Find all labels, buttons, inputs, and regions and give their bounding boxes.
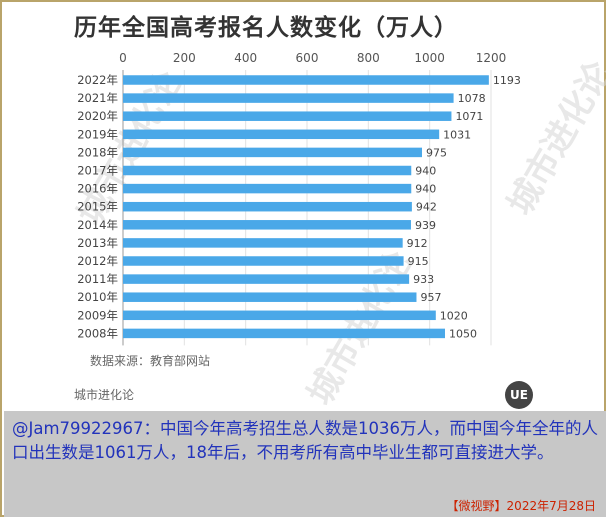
data-label: 1031 [443,128,471,141]
x-tick-label: 200 [173,51,196,65]
category-label: 2015年 [77,200,118,214]
caption-text: @Jam79922967：中国今年高考招生总人数是1036万人，而中国今年全年的… [12,419,599,462]
category-label: 2019年 [77,127,118,141]
x-tick-label: 400 [234,51,257,65]
x-tick-label: 1000 [414,51,445,65]
category-label: 2010年 [77,290,118,304]
bar [123,238,403,248]
category-label: 2016年 [77,182,118,196]
bar [123,220,411,230]
data-label: 940 [415,183,436,196]
category-label: 2011年 [77,272,118,286]
bar [123,274,410,284]
data-label: 912 [407,237,428,250]
data-label: 915 [408,255,429,268]
x-tick-label: 800 [357,51,380,65]
caption-date: 【微视野】2022年7月28日 [446,499,596,513]
x-tick-label: 1200 [476,51,507,65]
data-label: 942 [416,201,437,214]
data-label: 1193 [493,74,521,87]
category-label: 2009年 [77,308,118,322]
data-label: 939 [415,219,436,232]
bar [123,256,404,266]
bar [123,129,440,140]
data-label: 940 [415,165,436,178]
bar [123,93,454,103]
bar [123,147,422,158]
category-label: 2017年 [77,164,118,178]
x-tick-label: 600 [296,51,319,65]
data-label: 1071 [455,110,483,123]
bar-chart: 0 200 400 600 800 1000 1200 2022年 1193 2021年 1078 2… [77,51,521,346]
bar [123,328,445,339]
brand-name: 城市进化论 [74,388,135,402]
bar [123,183,412,194]
data-label: 933 [413,273,434,286]
caption-box: @Jam79922967：中国今年高考招生总人数是1036万人，而中国今年全年的… [4,411,606,517]
data-label: 1050 [449,327,477,340]
x-tick-label: 0 [119,51,127,65]
bar [123,201,412,212]
brand-logo: UE [505,381,533,409]
chart-title: 历年全国高考报名人数变化（万人） [74,15,458,41]
bar [123,310,436,321]
category-label: 2020年 [77,109,118,123]
data-label: 975 [426,146,447,159]
data-label: 1020 [440,309,468,322]
category-label: 2014年 [77,218,118,232]
bar [123,111,452,121]
data-label: 1078 [458,92,486,105]
data-source: 数据来源：教育部网站 [90,354,211,368]
data-label: 957 [420,291,441,304]
bar [123,75,489,85]
category-label: 2021年 [77,91,118,105]
category-label: 2012年 [77,254,118,268]
category-label: 2022年 [77,73,118,87]
category-label: 2018年 [77,145,118,159]
category-label: 2008年 [77,326,118,340]
bar [123,292,417,302]
category-label: 2013年 [77,236,118,250]
bar [123,165,412,176]
